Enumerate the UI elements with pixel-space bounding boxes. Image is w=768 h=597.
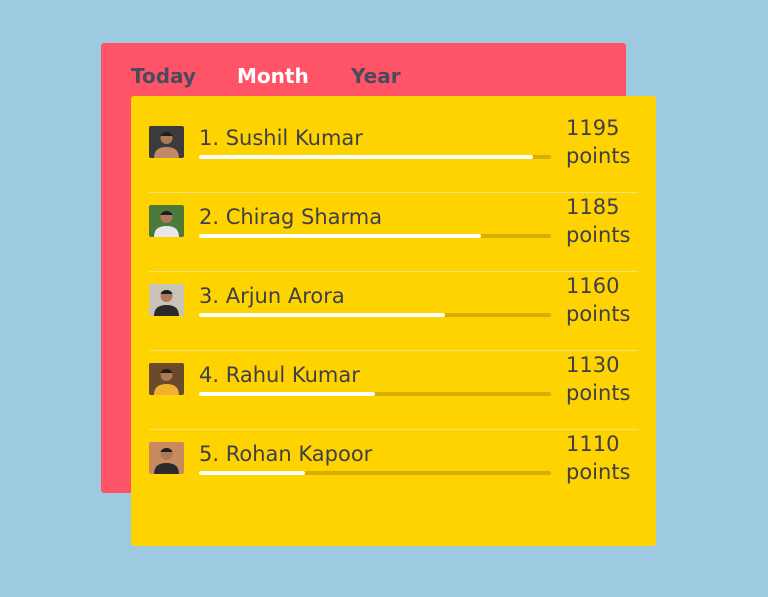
- player-points: 1130 points: [566, 351, 646, 407]
- progress-bar: [199, 392, 551, 396]
- leaderboard-row: 2. Chirag Sharma 1185 points: [149, 193, 638, 272]
- player-points: 1160 points: [566, 272, 646, 328]
- player-points: 1185 points: [566, 193, 646, 249]
- points-unit: points: [566, 223, 631, 247]
- progress-bar-fill: [199, 392, 375, 396]
- person-photo-icon: [154, 447, 179, 474]
- progress-bar-fill: [199, 155, 534, 159]
- player-name: 1. Sushil Kumar: [199, 126, 363, 150]
- avatar: [149, 363, 184, 395]
- person-photo-icon: [154, 210, 179, 237]
- points-value: 1160: [566, 274, 620, 298]
- tab-today[interactable]: Today: [131, 64, 196, 88]
- leaderboard-row: 4. Rahul Kumar 1130 points: [149, 351, 638, 430]
- points-unit: points: [566, 302, 631, 326]
- avatar: [149, 284, 184, 316]
- progress-bar: [199, 313, 551, 317]
- progress-bar-fill: [199, 234, 481, 238]
- avatar: [149, 205, 184, 237]
- leaderboard-row: 5. Rohan Kapoor 1110 points: [149, 430, 638, 509]
- player-name: 3. Arjun Arora: [199, 284, 345, 308]
- leaderboard-card: 1. Sushil Kumar 1195 points 2. Chirag Sha…: [131, 96, 656, 546]
- progress-bar: [199, 234, 551, 238]
- player-name: 5. Rohan Kapoor: [199, 442, 373, 466]
- player-points: 1195 points: [566, 114, 646, 170]
- tab-year[interactable]: Year: [351, 64, 401, 88]
- points-unit: points: [566, 144, 631, 168]
- leaderboard-row: 3. Arjun Arora 1160 points: [149, 272, 638, 351]
- avatar: [149, 126, 184, 158]
- progress-bar: [199, 155, 551, 159]
- person-photo-icon: [154, 368, 179, 395]
- progress-bar-fill: [199, 471, 305, 475]
- progress-bar: [199, 471, 551, 475]
- person-photo-icon: [154, 131, 179, 158]
- leaderboard-row: 1. Sushil Kumar 1195 points: [149, 114, 638, 193]
- points-unit: points: [566, 381, 631, 405]
- points-value: 1185: [566, 195, 620, 219]
- avatar: [149, 442, 184, 474]
- person-photo-icon: [154, 289, 179, 316]
- player-name: 2. Chirag Sharma: [199, 205, 383, 229]
- points-value: 1130: [566, 353, 620, 377]
- progress-bar-fill: [199, 313, 446, 317]
- tab-month[interactable]: Month: [237, 64, 309, 88]
- points-value: 1110: [566, 432, 620, 456]
- points-unit: points: [566, 460, 631, 484]
- points-value: 1195: [566, 116, 620, 140]
- leaderboard-list: 1. Sushil Kumar 1195 points 2. Chirag Sha…: [149, 114, 638, 509]
- player-name: 4. Rahul Kumar: [199, 363, 360, 387]
- player-points: 1110 points: [566, 430, 646, 486]
